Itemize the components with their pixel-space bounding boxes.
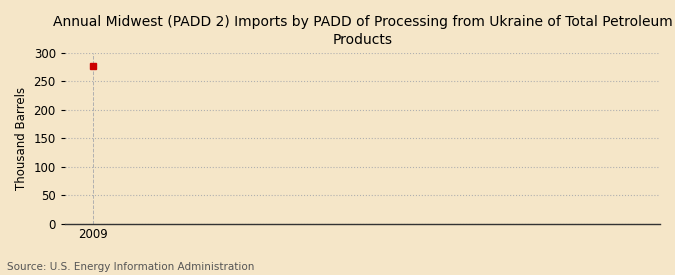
Title: Annual Midwest (PADD 2) Imports by PADD of Processing from Ukraine of Total Petr: Annual Midwest (PADD 2) Imports by PADD … <box>53 15 672 47</box>
Y-axis label: Thousand Barrels: Thousand Barrels <box>15 87 28 190</box>
Text: Source: U.S. Energy Information Administration: Source: U.S. Energy Information Administ… <box>7 262 254 272</box>
